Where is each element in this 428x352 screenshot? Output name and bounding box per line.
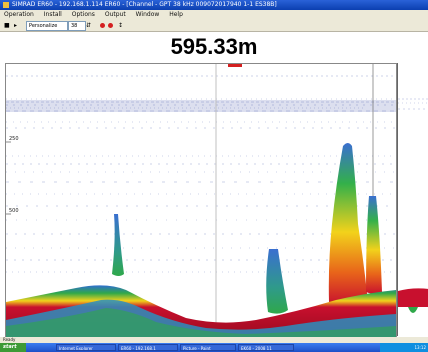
app-icon	[3, 2, 9, 8]
menu-help[interactable]: Help	[169, 11, 183, 18]
taskbar: start Internet Explorer ER60 - 192.168.1…	[0, 343, 428, 352]
echogram-image	[6, 64, 396, 337]
step-icon[interactable]: ⇵	[86, 22, 92, 29]
play-icon[interactable]: ▸	[14, 22, 18, 29]
stop-icon[interactable]: ■	[4, 22, 10, 29]
system-tray: 13:12	[380, 343, 428, 352]
task-paint[interactable]: Picture - Paint	[180, 344, 236, 351]
side-echogram-panel[interactable]	[397, 63, 428, 336]
red-record-dot[interactable]	[108, 23, 113, 28]
menu-options[interactable]: Options	[71, 11, 95, 18]
menu-install[interactable]: Install	[43, 11, 62, 18]
task-ek60[interactable]: EK60 - 2008 11	[238, 344, 294, 351]
window-titlebar[interactable]: SIMRAD ER60 - 192.168.1.114 ER60 - [Chan…	[0, 0, 428, 10]
clock: 13:12	[414, 345, 426, 350]
menu-window[interactable]: Window	[135, 11, 160, 18]
depth-label-250: 250	[9, 136, 19, 142]
status-bar: Ready	[0, 337, 428, 343]
window-title: SIMRAD ER60 - 192.168.1.114 ER60 - [Chan…	[12, 1, 277, 8]
depth-readout-panel: 595.33m	[0, 32, 428, 62]
red-record-dot[interactable]	[100, 23, 105, 28]
menu-operation[interactable]: Operation	[4, 11, 34, 18]
task-er60[interactable]: ER60 - 192.168.1	[118, 344, 178, 351]
depth-label-500: 500	[9, 208, 19, 214]
start-button[interactable]: start	[0, 343, 26, 352]
depth-readout: 595.33m	[170, 34, 258, 59]
channel-select[interactable]: 38	[68, 21, 86, 31]
status-text: Ready	[3, 337, 16, 342]
menu-output[interactable]: Output	[104, 11, 126, 18]
task-internet-explorer[interactable]: Internet Explorer	[56, 344, 116, 351]
echogram-view[interactable]: 250 500	[5, 63, 397, 338]
side-echogram-image	[398, 98, 428, 313]
toolbar: ■ ▸ Personalize 38 ⇵ ↕	[0, 20, 428, 32]
menu-bar: Operation Install Options Output Window …	[0, 10, 428, 20]
mode-select[interactable]: Personalize	[26, 21, 68, 31]
marker-icon[interactable]: ↕	[118, 22, 124, 29]
